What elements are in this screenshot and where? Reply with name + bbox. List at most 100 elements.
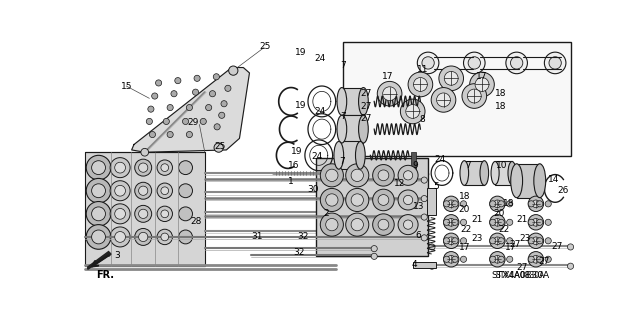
Circle shape xyxy=(139,163,148,172)
Circle shape xyxy=(528,238,534,244)
Circle shape xyxy=(429,263,435,269)
Text: 7: 7 xyxy=(340,62,346,70)
Circle shape xyxy=(532,237,540,245)
Text: 24: 24 xyxy=(315,54,326,63)
Circle shape xyxy=(422,190,429,197)
Circle shape xyxy=(467,89,481,103)
Text: 13: 13 xyxy=(413,202,424,211)
Circle shape xyxy=(110,181,130,201)
Circle shape xyxy=(205,105,212,111)
Ellipse shape xyxy=(508,161,516,185)
Circle shape xyxy=(351,194,364,206)
Circle shape xyxy=(372,214,394,235)
Circle shape xyxy=(545,256,551,262)
Circle shape xyxy=(228,66,238,75)
Circle shape xyxy=(493,256,501,263)
Circle shape xyxy=(421,235,428,241)
Text: 24: 24 xyxy=(312,152,323,161)
Circle shape xyxy=(179,230,193,244)
Circle shape xyxy=(537,219,543,226)
Text: 7: 7 xyxy=(340,112,346,121)
Circle shape xyxy=(110,158,130,178)
Circle shape xyxy=(545,52,566,74)
Text: 30: 30 xyxy=(307,185,318,195)
Text: 29: 29 xyxy=(188,118,199,128)
Circle shape xyxy=(186,105,193,111)
Circle shape xyxy=(351,169,364,182)
Bar xyxy=(516,164,540,198)
Circle shape xyxy=(401,99,425,124)
Text: 19: 19 xyxy=(294,48,306,57)
Circle shape xyxy=(163,118,170,124)
Circle shape xyxy=(139,186,148,195)
Circle shape xyxy=(460,238,467,244)
Circle shape xyxy=(148,106,154,112)
Circle shape xyxy=(139,232,148,241)
Circle shape xyxy=(346,213,369,236)
Circle shape xyxy=(528,233,543,249)
Circle shape xyxy=(152,93,158,99)
Circle shape xyxy=(179,161,193,174)
Circle shape xyxy=(498,256,504,262)
Text: 27: 27 xyxy=(361,114,372,123)
Circle shape xyxy=(545,201,551,207)
Circle shape xyxy=(182,118,189,124)
Circle shape xyxy=(490,219,496,226)
Text: 22: 22 xyxy=(460,225,472,234)
Circle shape xyxy=(135,182,152,199)
Circle shape xyxy=(398,215,418,235)
Circle shape xyxy=(490,233,505,249)
Circle shape xyxy=(161,210,168,218)
Circle shape xyxy=(406,105,420,118)
Circle shape xyxy=(346,189,369,211)
Text: 28: 28 xyxy=(190,217,201,226)
Text: 22: 22 xyxy=(498,225,509,234)
Circle shape xyxy=(421,177,428,183)
Text: 23: 23 xyxy=(471,234,483,243)
Circle shape xyxy=(460,219,467,226)
Circle shape xyxy=(462,84,486,108)
Circle shape xyxy=(490,215,505,230)
Circle shape xyxy=(490,238,496,244)
Circle shape xyxy=(193,89,198,95)
Circle shape xyxy=(110,204,130,224)
Circle shape xyxy=(92,184,106,198)
Circle shape xyxy=(403,171,413,180)
Circle shape xyxy=(398,190,418,210)
Circle shape xyxy=(378,81,402,106)
Circle shape xyxy=(115,232,125,242)
Bar xyxy=(413,262,436,268)
Text: 24: 24 xyxy=(435,155,446,164)
Circle shape xyxy=(167,105,173,111)
Circle shape xyxy=(452,219,458,226)
Bar xyxy=(344,42,570,156)
Circle shape xyxy=(431,87,456,112)
Circle shape xyxy=(468,57,481,69)
Circle shape xyxy=(372,189,394,211)
Text: 5: 5 xyxy=(434,182,440,191)
Bar xyxy=(495,161,512,185)
Circle shape xyxy=(326,194,338,206)
Circle shape xyxy=(92,207,106,221)
Circle shape xyxy=(444,196,459,211)
Circle shape xyxy=(371,246,378,252)
Circle shape xyxy=(115,208,125,219)
Text: 18: 18 xyxy=(495,101,506,111)
Circle shape xyxy=(528,252,543,267)
Text: 23: 23 xyxy=(520,234,531,243)
Circle shape xyxy=(179,184,193,198)
Text: 14: 14 xyxy=(548,175,559,184)
Text: 15: 15 xyxy=(120,82,132,91)
Circle shape xyxy=(86,225,111,249)
Circle shape xyxy=(171,91,177,97)
Ellipse shape xyxy=(534,164,546,198)
Text: 27: 27 xyxy=(551,242,563,251)
Text: 27: 27 xyxy=(361,101,372,111)
Bar xyxy=(339,141,360,169)
Text: 17: 17 xyxy=(458,243,470,252)
Circle shape xyxy=(429,244,435,250)
Text: 1: 1 xyxy=(288,177,294,186)
Ellipse shape xyxy=(511,164,523,198)
Circle shape xyxy=(498,201,504,207)
Circle shape xyxy=(463,52,485,74)
